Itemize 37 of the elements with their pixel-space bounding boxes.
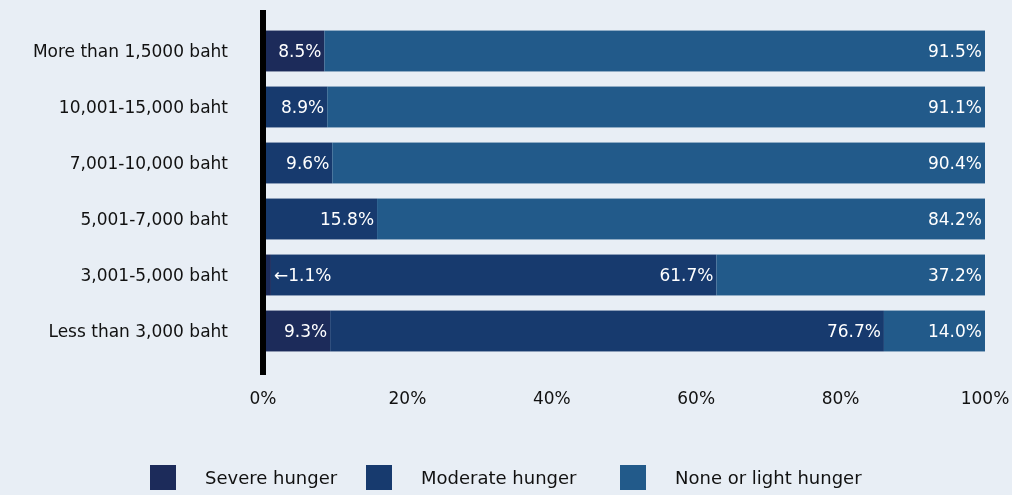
data-label: 76.7% (826, 320, 881, 341)
x-tick-label: 20% (388, 387, 427, 408)
y-tick-label: More than 1,5000 baht (32, 40, 229, 61)
bar (883, 310, 985, 352)
x-tick-label: 60% (677, 387, 716, 408)
data-label: 9.3% (283, 320, 328, 341)
bar (270, 254, 717, 296)
x-tick-label: 80% (821, 387, 860, 408)
data-label: 61.7% (659, 264, 714, 285)
data-label: 91.5% (927, 40, 982, 61)
data-label: 15.8% (320, 208, 375, 229)
data-label: 84.2% (927, 208, 982, 229)
data-label: 37.2% (927, 264, 982, 285)
bar (332, 142, 985, 184)
y-tick-label: 7,001-10,000 baht (69, 152, 229, 173)
data-label: 8.9% (281, 96, 325, 117)
data-label: 14.0% (927, 320, 982, 341)
bar (330, 310, 884, 352)
legend-label: None or light hunger (675, 467, 863, 489)
x-tick-label: 40% (532, 387, 571, 408)
bar (327, 86, 985, 128)
x-tick-label: 100% (960, 387, 1010, 408)
legend-label: Moderate hunger (421, 467, 578, 489)
data-label: 90.4% (927, 152, 982, 173)
legend-label: Severe hunger (205, 467, 338, 489)
y-tick-label: 5,001-7,000 baht (80, 208, 229, 229)
bar (377, 198, 985, 240)
data-label: 91.1% (927, 96, 982, 117)
y-tick-label: Less than 3,000 baht (48, 320, 229, 341)
bar (716, 254, 985, 296)
x-tick-label: 0% (249, 387, 277, 408)
y-tick-label: 3,001-5,000 baht (80, 264, 229, 285)
y-tick-label: 10,001-15,000 baht (58, 96, 229, 117)
data-label: ←1.1% (273, 264, 332, 285)
bar (324, 30, 985, 72)
data-label: 9.6% (286, 152, 330, 173)
data-label: 8.5% (278, 40, 322, 61)
